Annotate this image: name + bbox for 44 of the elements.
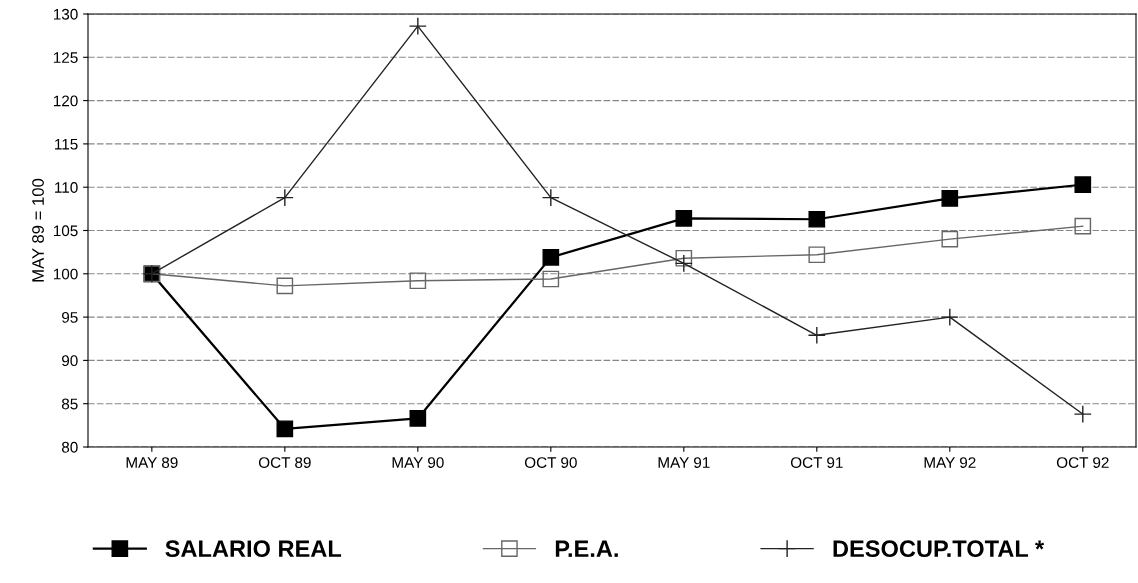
point <box>675 210 693 227</box>
point <box>807 326 826 345</box>
point <box>941 190 959 207</box>
point <box>1074 176 1092 193</box>
x-tick-label: OCT 91 <box>790 457 843 468</box>
point <box>275 188 294 207</box>
point <box>409 410 427 427</box>
point <box>808 210 826 228</box>
point <box>542 249 560 266</box>
point <box>675 249 693 267</box>
x-tick-label: MAY 92 <box>924 457 976 468</box>
y-tick-label: 90 <box>62 355 78 367</box>
y-tick-label: 115 <box>55 138 78 150</box>
point <box>542 270 560 288</box>
x-tick-label: MAY 89 <box>126 457 178 468</box>
point <box>1074 217 1092 235</box>
y-axis-title: MAY 89 = 100 <box>32 178 44 282</box>
point <box>808 246 826 264</box>
x-tick-label: OCT 89 <box>258 457 311 468</box>
y-tick-label: 110 <box>55 182 78 193</box>
point <box>1073 405 1092 424</box>
y-tick-label: 85 <box>61 398 78 410</box>
x-tick-label: MAY 91 <box>658 457 710 468</box>
y-tick-label: 105 <box>53 225 78 237</box>
x-tick-label: MAY 90 <box>392 457 444 468</box>
point <box>674 254 693 273</box>
x-tick-label: OCT 92 <box>1056 457 1109 468</box>
x-tick-label: OCT 90 <box>524 457 577 468</box>
y-tick-label: 120 <box>53 95 78 107</box>
y-tick-label: 125 <box>53 52 78 63</box>
y-tick-label: 100 <box>53 268 78 280</box>
point <box>541 188 560 207</box>
point <box>408 17 427 36</box>
legend-label: SALARIO REAL <box>165 540 342 558</box>
y-tick-label: 130 <box>53 8 78 20</box>
legend-label: DESOCUP.TOTAL * <box>833 540 1045 558</box>
point <box>941 230 959 248</box>
point <box>276 277 294 295</box>
y-tick-label: 95 <box>62 311 78 323</box>
legend-label: P.E.A. <box>555 540 618 557</box>
point <box>276 420 294 438</box>
point <box>940 308 959 327</box>
y-tick-label: 80 <box>61 441 78 453</box>
point <box>409 272 427 290</box>
